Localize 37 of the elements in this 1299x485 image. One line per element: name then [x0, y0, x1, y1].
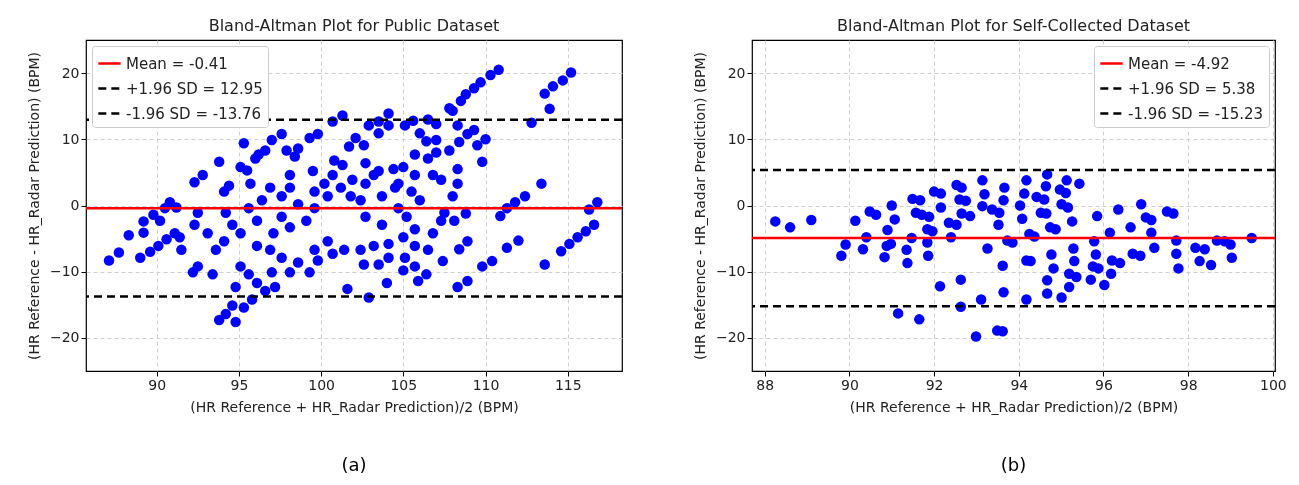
y-tick-label: −20 — [49, 329, 80, 346]
x-tick-label: 105 — [390, 376, 418, 393]
y-tick-label: 10 — [61, 130, 80, 147]
chart-title: Bland-Altman Plot for Self-Collected Dataset — [836, 16, 1191, 35]
x-axis-title: (HR Reference + HR_Radar Prediction)/2 (BPM) — [190, 398, 519, 415]
y-tick-label: 10 — [727, 130, 746, 147]
x-axis-title: (HR Reference + HR_Radar Prediction)/2 (BPM) — [849, 398, 1179, 415]
y-tick-label: −10 — [715, 263, 746, 280]
text: (a) — [341, 454, 367, 475]
x-tick-label: 95 — [230, 376, 249, 393]
legend-label: Mean = -4.92 — [1128, 54, 1230, 73]
chart-title: Bland-Altman Plot for Public Dataset — [208, 16, 500, 35]
y-tick-label: 20 — [727, 64, 746, 81]
y-tick-label: 0 — [70, 197, 80, 213]
legend-label: +1.96 SD = 5.38 — [1128, 79, 1256, 98]
legend-label: -1.96 SD = -15.23 — [1128, 104, 1264, 123]
x-tick-label: 100 — [1260, 376, 1287, 393]
y-axis-title: (HR Reference - HR_Radar Prediction) (BPM) — [691, 51, 708, 361]
x-tick-label: 90 — [148, 376, 167, 393]
y-tick-label: 0 — [736, 197, 746, 213]
x-tick-label: 88 — [756, 376, 775, 393]
x-tick-label: 94 — [1010, 376, 1029, 393]
x-tick-label: 92 — [925, 376, 944, 393]
y-tick-label: −20 — [715, 329, 746, 346]
x-tick-label: 90 — [840, 376, 859, 393]
x-tick-label: 98 — [1179, 376, 1198, 393]
legend-label: -1.96 SD = -13.76 — [126, 104, 262, 123]
x-tick-label: 115 — [554, 376, 582, 393]
text: (b) — [1000, 454, 1027, 475]
y-axis-title: (HR Reference - HR_Radar Prediction) (BPM) — [25, 51, 42, 361]
legend-label: +1.96 SD = 12.95 — [126, 79, 263, 98]
legend-label: Mean = -0.41 — [126, 54, 228, 73]
x-tick-label: 110 — [472, 376, 500, 393]
y-tick-label: 20 — [61, 64, 80, 81]
y-tick-label: −10 — [49, 263, 80, 280]
x-tick-label: 96 — [1095, 376, 1113, 393]
x-tick-label: 100 — [308, 376, 335, 393]
